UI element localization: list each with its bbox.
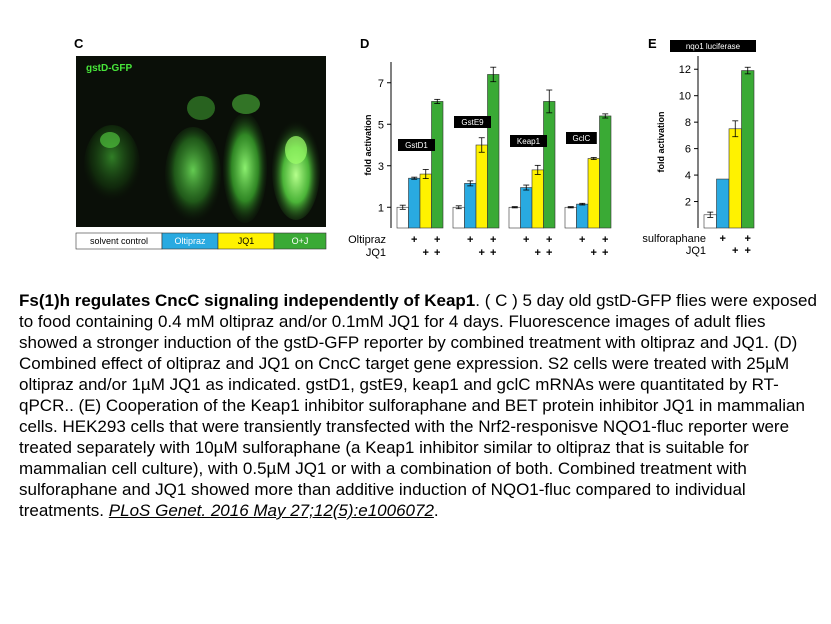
treatment-row-label: sulforaphane (642, 233, 706, 245)
bar (531, 169, 544, 229)
group-label: GstE9 (461, 118, 484, 127)
y-tick-label: 5 (378, 119, 384, 131)
y-tick-label: 12 (679, 64, 691, 76)
treatment-row-label: JQ1 (366, 247, 386, 259)
y-tick-label: 7 (378, 78, 384, 90)
treatment-marker: + (479, 247, 485, 259)
caption-citation-link[interactable]: PLoS Genet. 2016 May 27;12(5):e1006072 (108, 501, 434, 520)
bar (408, 177, 421, 229)
treatment-marker: + (523, 234, 529, 246)
caption-body: . ( C ) 5 day old gstD-GFP flies were ex… (19, 291, 817, 520)
y-tick-label: 8 (685, 117, 691, 129)
treatment-marker: + (591, 247, 597, 259)
fly-solvent (84, 125, 140, 205)
bar (520, 187, 533, 229)
treatment-marker: + (411, 234, 417, 246)
treatment-marker: + (423, 247, 429, 259)
panel-e: E 2 4 6 8 10 12 fold activation nqo1 luciferase… (642, 36, 756, 257)
treatment-marker: + (579, 234, 585, 246)
treatment-marker: + (745, 233, 751, 245)
y-tick-label: 2 (685, 197, 691, 209)
treatment-marker: + (546, 234, 552, 246)
group-label-box (510, 135, 547, 147)
panel-e-letter: E (648, 36, 657, 51)
bar (728, 128, 742, 229)
treatment-marker: + (535, 247, 541, 259)
caption-end: . (433, 501, 439, 520)
group-label-box (454, 116, 491, 128)
y-tick-label: 6 (685, 144, 691, 156)
image-label: gstD-GFP (86, 63, 132, 74)
bar (716, 178, 730, 229)
treatment-marker: + (732, 245, 738, 257)
fly-jq1-head (232, 94, 260, 114)
fluorescence-image: gstD-GFP (76, 56, 326, 227)
treatment-marker: + (602, 234, 608, 246)
treatment-marker: + (490, 247, 496, 259)
fly-solvent-head (100, 132, 120, 148)
group-label: GstD1 (405, 141, 428, 150)
panel-c: C gstD-GFP solvent control Oltipraz JQ1 O+J (74, 36, 327, 250)
bar (543, 101, 556, 229)
fly-oltipraz-head (187, 96, 215, 120)
bar (576, 203, 589, 229)
bar (464, 183, 477, 229)
bar (475, 144, 488, 229)
fly-jq1 (223, 113, 267, 223)
fly-oj (272, 120, 320, 220)
figure-caption: Fs(1)h regulates CncC signaling independ… (19, 290, 824, 521)
y-axis-label: fold activation (363, 114, 373, 175)
treatment-marker: + (546, 247, 552, 259)
caption-title: Fs(1)h regulates CncC signaling independ… (19, 291, 476, 310)
bar (396, 206, 409, 229)
fly-oj-head (285, 136, 307, 164)
legend-label: Oltipraz (174, 236, 206, 246)
legend-swatch (273, 232, 327, 250)
legend-label: solvent control (90, 236, 148, 246)
bar (419, 173, 432, 229)
treatment-marker: + (434, 234, 440, 246)
treatment-marker: + (720, 233, 726, 245)
y-tick-label: 10 (679, 91, 691, 103)
group-label-box (566, 132, 597, 144)
group-label: GclC (573, 134, 591, 143)
group-label: Keap1 (517, 137, 541, 146)
fly-oltipraz (165, 127, 221, 223)
treatment-row-label: JQ1 (686, 245, 706, 257)
y-tick-label: 3 (378, 161, 384, 173)
chart-title: nqo1 luciferase (686, 42, 741, 51)
treatment-marker: + (467, 234, 473, 246)
treatment-marker: + (602, 247, 608, 259)
bar (508, 206, 521, 229)
panel-d-letter: D (360, 36, 369, 51)
y-tick-label: 1 (378, 202, 384, 214)
bar (741, 70, 755, 229)
bar (487, 74, 500, 229)
treatment-row-label: Oltipraz (348, 234, 386, 246)
chart-title-box (670, 40, 756, 52)
legend-label: O+J (292, 236, 309, 246)
group-label-box (398, 139, 435, 151)
treatment-marker: + (434, 247, 440, 259)
bar (587, 158, 600, 229)
treatment-marker: + (490, 234, 496, 246)
treatment-marker: + (745, 245, 751, 257)
panel-c-letter: C (74, 36, 84, 51)
y-tick-label: 4 (685, 170, 691, 182)
bar (564, 206, 577, 229)
legend-label: JQ1 (238, 236, 255, 246)
bar (452, 206, 465, 229)
figure: C gstD-GFP solvent control Oltipraz JQ1 O+J… (74, 36, 756, 259)
y-axis-label: fold activation (656, 111, 666, 172)
bar (599, 115, 612, 229)
treatment-legend: solvent control Oltipraz JQ1 O+J (75, 232, 327, 250)
bar (431, 101, 444, 229)
